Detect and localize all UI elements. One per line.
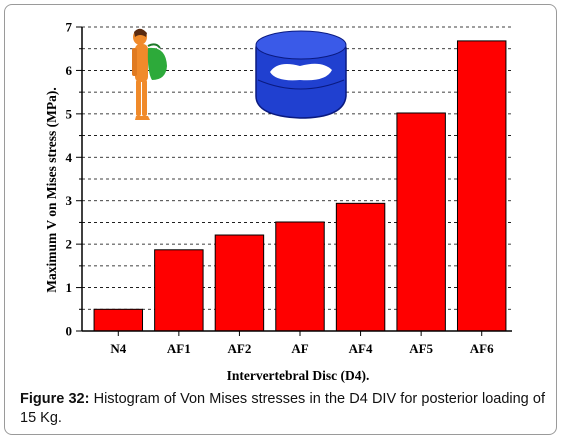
intervertebral-disc-icon bbox=[255, 30, 347, 119]
x-tick-label-af: AF bbox=[291, 341, 308, 356]
y-tick-label: 0 bbox=[66, 324, 73, 339]
bar-af6 bbox=[456, 40, 507, 332]
bar-af5 bbox=[396, 112, 446, 332]
x-tick-label-af5: AF5 bbox=[409, 341, 433, 356]
bar-af4 bbox=[335, 202, 386, 332]
bar-af2 bbox=[214, 234, 265, 332]
y-axis-title: Maximum V on Mises stress (MPa). bbox=[44, 87, 59, 292]
x-tick-label-af1: AF1 bbox=[167, 341, 191, 356]
y-tick-labels: 0 1 2 3 4 5 6 7 bbox=[66, 20, 82, 339]
x-tick-label-af6: AF6 bbox=[470, 341, 494, 356]
y-tick-label: 1 bbox=[66, 280, 73, 295]
figure-caption: Figure 32: Histogram of Von Mises stress… bbox=[20, 390, 545, 428]
x-tick-label-n4: N4 bbox=[110, 341, 126, 356]
bars bbox=[93, 40, 507, 332]
bar-n4 bbox=[93, 308, 144, 332]
y-tick-label: 5 bbox=[66, 106, 73, 121]
x-axis-title: Intervertebral Disc (D4). bbox=[227, 368, 370, 383]
x-tick-labels: N4 AF1 AF2 AF AF4 AF5 AF6 bbox=[110, 331, 494, 356]
y-tick-label: 7 bbox=[66, 20, 73, 35]
caption-text: Histogram of Von Mises stresses in the D… bbox=[20, 391, 545, 426]
caption-label: Figure 32: bbox=[20, 391, 90, 407]
y-tick-label: 6 bbox=[66, 63, 73, 78]
x-tick-label-af2: AF2 bbox=[228, 341, 252, 356]
y-tick-label: 2 bbox=[66, 237, 73, 252]
x-tick-label-af4: AF4 bbox=[349, 341, 373, 356]
y-tick-label: 4 bbox=[66, 150, 73, 165]
y-tick-label: 3 bbox=[66, 193, 73, 208]
bar-af1 bbox=[154, 249, 204, 332]
human-figure-icon bbox=[132, 28, 167, 120]
bar-af bbox=[275, 221, 325, 332]
